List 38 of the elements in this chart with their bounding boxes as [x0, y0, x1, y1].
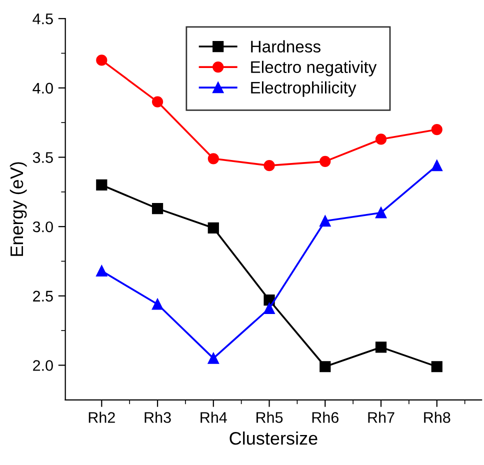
y-tick-label: 3.0	[32, 221, 53, 232]
point	[152, 203, 164, 214]
point	[431, 361, 442, 372]
x-tick-label: Rh2	[88, 412, 115, 423]
y-tick-label: 4.0	[32, 82, 53, 94]
point	[375, 134, 387, 145]
point	[96, 265, 108, 277]
point	[431, 160, 442, 172]
point	[96, 54, 108, 66]
point	[208, 352, 219, 364]
y-tick-label: 4.5	[32, 14, 53, 24]
y-tick-label: 2.0	[33, 360, 53, 371]
point	[375, 207, 387, 218]
point	[320, 156, 331, 167]
x-tick-label: Rh5	[256, 412, 283, 423]
point	[96, 179, 108, 191]
legend-label: Electro negativity	[251, 60, 377, 76]
y-tick-label: 3.5	[32, 152, 53, 163]
legend-label: Hardness	[251, 40, 320, 53]
x-axis-title: Clustersize	[230, 432, 318, 445]
point	[431, 124, 442, 136]
x-tick-label: Rh7	[368, 412, 394, 423]
point	[264, 302, 275, 314]
x-tick-label: Rh3	[144, 412, 171, 423]
y-tick-label: 2.5	[33, 290, 53, 302]
point	[375, 342, 387, 353]
legend-label: Electrophilicity	[251, 81, 356, 97]
point	[152, 96, 164, 108]
point	[208, 222, 219, 234]
x-tick-label: Rh4	[200, 412, 227, 423]
point	[264, 160, 275, 172]
point	[320, 361, 331, 372]
point	[208, 153, 219, 164]
x-tick-label: Rh6	[312, 412, 338, 423]
point	[152, 298, 164, 310]
y-axis-title: Energy (eV)	[10, 162, 27, 256]
point	[320, 215, 331, 227]
x-tick-label: Rh8	[424, 412, 450, 423]
